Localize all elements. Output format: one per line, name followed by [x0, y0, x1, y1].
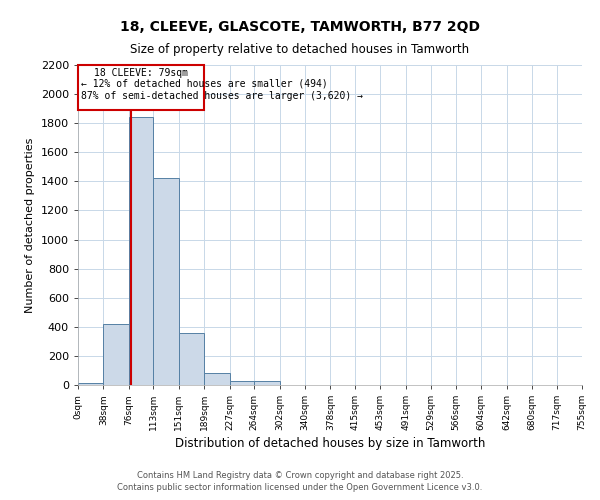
Bar [103, 324, 129, 385]
Text: 18 CLEEVE: 79sqm: 18 CLEEVE: 79sqm [94, 68, 188, 78]
FancyBboxPatch shape [78, 65, 204, 110]
Bar [154, 178, 179, 385]
Text: ← 12% of detached houses are smaller (494): ← 12% of detached houses are smaller (49… [80, 79, 328, 89]
Y-axis label: Number of detached properties: Number of detached properties [25, 138, 35, 312]
Text: Size of property relative to detached houses in Tamworth: Size of property relative to detached ho… [130, 42, 470, 56]
Bar [254, 382, 280, 385]
Bar [78, 383, 103, 385]
Text: 18, CLEEVE, GLASCOTE, TAMWORTH, B77 2QD: 18, CLEEVE, GLASCOTE, TAMWORTH, B77 2QD [120, 20, 480, 34]
Bar [129, 118, 154, 385]
Bar [204, 374, 230, 385]
X-axis label: Distribution of detached houses by size in Tamworth: Distribution of detached houses by size … [175, 438, 485, 450]
Text: 87% of semi-detached houses are larger (3,620) →: 87% of semi-detached houses are larger (… [80, 90, 362, 101]
Bar [230, 382, 254, 385]
Text: Contains HM Land Registry data © Crown copyright and database right 2025.
Contai: Contains HM Land Registry data © Crown c… [118, 471, 482, 492]
Bar [179, 334, 204, 385]
